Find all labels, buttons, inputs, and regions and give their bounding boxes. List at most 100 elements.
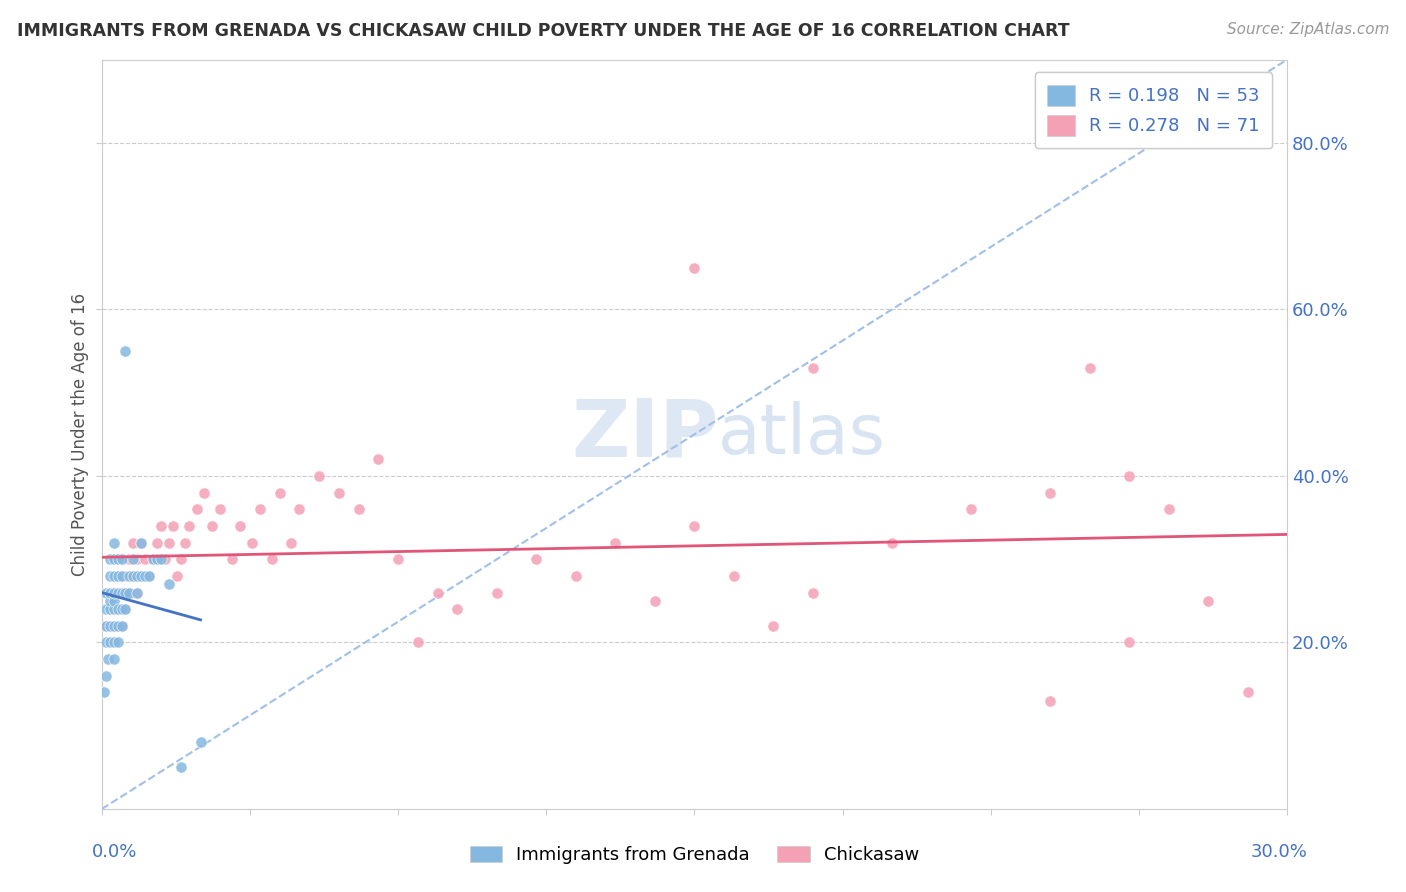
Point bbox=[229, 519, 252, 533]
Point bbox=[118, 585, 141, 599]
Point bbox=[209, 502, 232, 516]
Point bbox=[1118, 635, 1140, 649]
Point bbox=[127, 569, 149, 583]
Point bbox=[485, 585, 508, 599]
Point bbox=[170, 760, 193, 774]
Point bbox=[94, 619, 117, 633]
Point bbox=[127, 552, 149, 566]
Point bbox=[98, 594, 121, 608]
Point bbox=[98, 569, 121, 583]
Text: IMMIGRANTS FROM GRENADA VS CHICKASAW CHILD POVERTY UNDER THE AGE OF 16 CORRELATI: IMMIGRANTS FROM GRENADA VS CHICKASAW CHI… bbox=[17, 22, 1070, 40]
Point bbox=[221, 552, 243, 566]
Point bbox=[114, 602, 136, 616]
Point bbox=[446, 602, 468, 616]
Point bbox=[1039, 694, 1062, 708]
Text: 30.0%: 30.0% bbox=[1251, 843, 1308, 861]
Point bbox=[114, 602, 136, 616]
Point bbox=[880, 535, 903, 549]
Point bbox=[1236, 685, 1258, 699]
Point bbox=[166, 569, 188, 583]
Point bbox=[186, 502, 208, 516]
Point bbox=[107, 569, 129, 583]
Point bbox=[605, 535, 627, 549]
Point bbox=[288, 502, 311, 516]
Point bbox=[162, 519, 184, 533]
Point bbox=[103, 652, 125, 666]
Point bbox=[110, 619, 132, 633]
Point bbox=[723, 569, 745, 583]
Text: Source: ZipAtlas.com: Source: ZipAtlas.com bbox=[1226, 22, 1389, 37]
Point bbox=[98, 602, 121, 616]
Point bbox=[107, 602, 129, 616]
Point bbox=[269, 485, 291, 500]
Point bbox=[103, 635, 125, 649]
Point bbox=[110, 602, 132, 616]
Point bbox=[683, 260, 706, 275]
Point bbox=[98, 585, 121, 599]
Point bbox=[387, 552, 409, 566]
Legend: R = 0.198   N = 53, R = 0.278   N = 71: R = 0.198 N = 53, R = 0.278 N = 71 bbox=[1035, 72, 1272, 148]
Point bbox=[1118, 469, 1140, 483]
Point bbox=[1157, 502, 1180, 516]
Point bbox=[94, 585, 117, 599]
Point bbox=[157, 577, 180, 591]
Point bbox=[240, 535, 263, 549]
Point bbox=[150, 552, 173, 566]
Point bbox=[98, 619, 121, 633]
Point bbox=[98, 552, 121, 566]
Point bbox=[134, 569, 156, 583]
Point bbox=[146, 552, 169, 566]
Point bbox=[1039, 485, 1062, 500]
Point bbox=[122, 552, 145, 566]
Point bbox=[129, 535, 152, 549]
Point bbox=[98, 602, 121, 616]
Point bbox=[127, 585, 149, 599]
Point bbox=[110, 552, 132, 566]
Text: 0.0%: 0.0% bbox=[91, 843, 136, 861]
Point bbox=[94, 602, 117, 616]
Point bbox=[107, 552, 129, 566]
Point bbox=[103, 619, 125, 633]
Point bbox=[801, 585, 824, 599]
Point bbox=[114, 585, 136, 599]
Point bbox=[122, 569, 145, 583]
Point bbox=[249, 502, 271, 516]
Point bbox=[173, 535, 195, 549]
Point bbox=[190, 735, 212, 749]
Point bbox=[98, 635, 121, 649]
Point bbox=[103, 552, 125, 566]
Point bbox=[157, 535, 180, 549]
Point bbox=[122, 535, 145, 549]
Point bbox=[134, 552, 156, 566]
Point bbox=[801, 360, 824, 375]
Point bbox=[93, 685, 115, 699]
Point bbox=[94, 619, 117, 633]
Point bbox=[103, 569, 125, 583]
Point bbox=[114, 344, 136, 359]
Text: atlas: atlas bbox=[718, 401, 886, 467]
Point bbox=[308, 469, 330, 483]
Point bbox=[107, 635, 129, 649]
Point bbox=[118, 585, 141, 599]
Point bbox=[103, 594, 125, 608]
Point bbox=[103, 535, 125, 549]
Point bbox=[118, 569, 141, 583]
Point bbox=[94, 669, 117, 683]
Point bbox=[138, 569, 160, 583]
Point bbox=[129, 535, 152, 549]
Point bbox=[328, 485, 350, 500]
Text: ZIP: ZIP bbox=[571, 395, 718, 474]
Point bbox=[122, 569, 145, 583]
Point bbox=[1197, 594, 1219, 608]
Point bbox=[1078, 360, 1101, 375]
Point bbox=[146, 535, 169, 549]
Point bbox=[114, 569, 136, 583]
Point bbox=[129, 569, 152, 583]
Point bbox=[260, 552, 283, 566]
Point bbox=[138, 569, 160, 583]
Point bbox=[107, 619, 129, 633]
Y-axis label: Child Poverty Under the Age of 16: Child Poverty Under the Age of 16 bbox=[72, 293, 89, 576]
Point bbox=[107, 602, 129, 616]
Point bbox=[97, 652, 120, 666]
Point bbox=[107, 569, 129, 583]
